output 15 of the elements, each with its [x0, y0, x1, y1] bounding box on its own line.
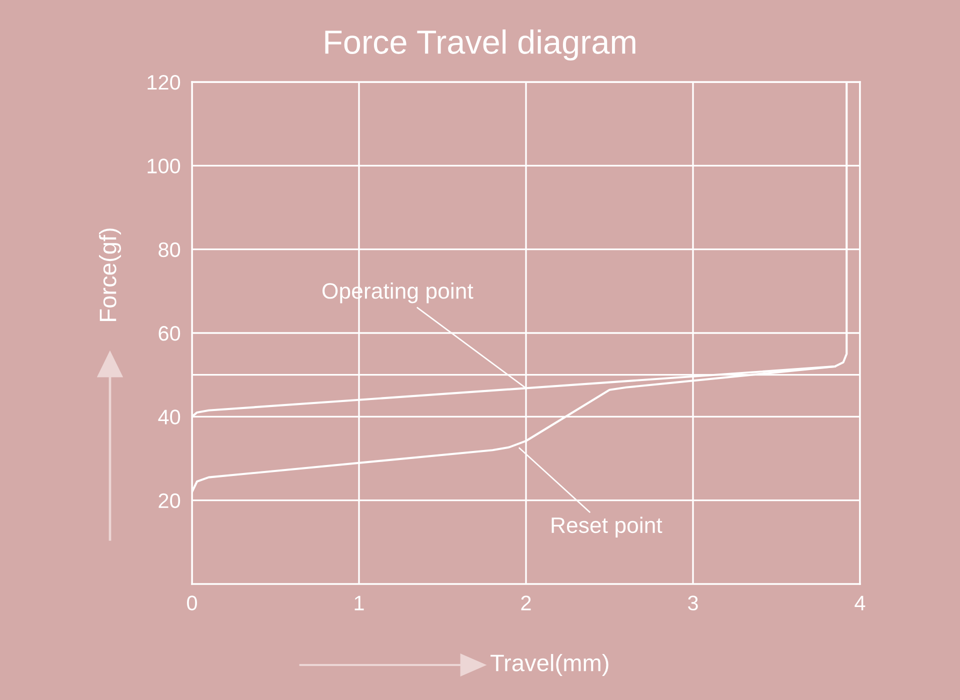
chart-title: Force Travel diagram [325, 29, 636, 61]
y-axis-title: Force(gf) [98, 228, 122, 321]
y-tick-label: 60 [158, 326, 180, 341]
y-tick-label: 100 [148, 158, 180, 174]
y-tick-label: 120 [148, 75, 180, 90]
x-tick-label: 0 [187, 596, 197, 610]
annotation: Reset point [552, 516, 662, 538]
y-tick-label: 80 [158, 242, 180, 258]
y-tick-label: 40 [158, 410, 180, 424]
x-tick-label: 2 [521, 596, 531, 610]
x-axis-title: Travel(mm) [490, 654, 608, 676]
y-tick-label: 20 [158, 493, 180, 508]
x-tick-label: 3 [688, 596, 698, 610]
x-tick-label: 4 [854, 596, 866, 610]
x-tick-label: 1 [354, 596, 364, 610]
